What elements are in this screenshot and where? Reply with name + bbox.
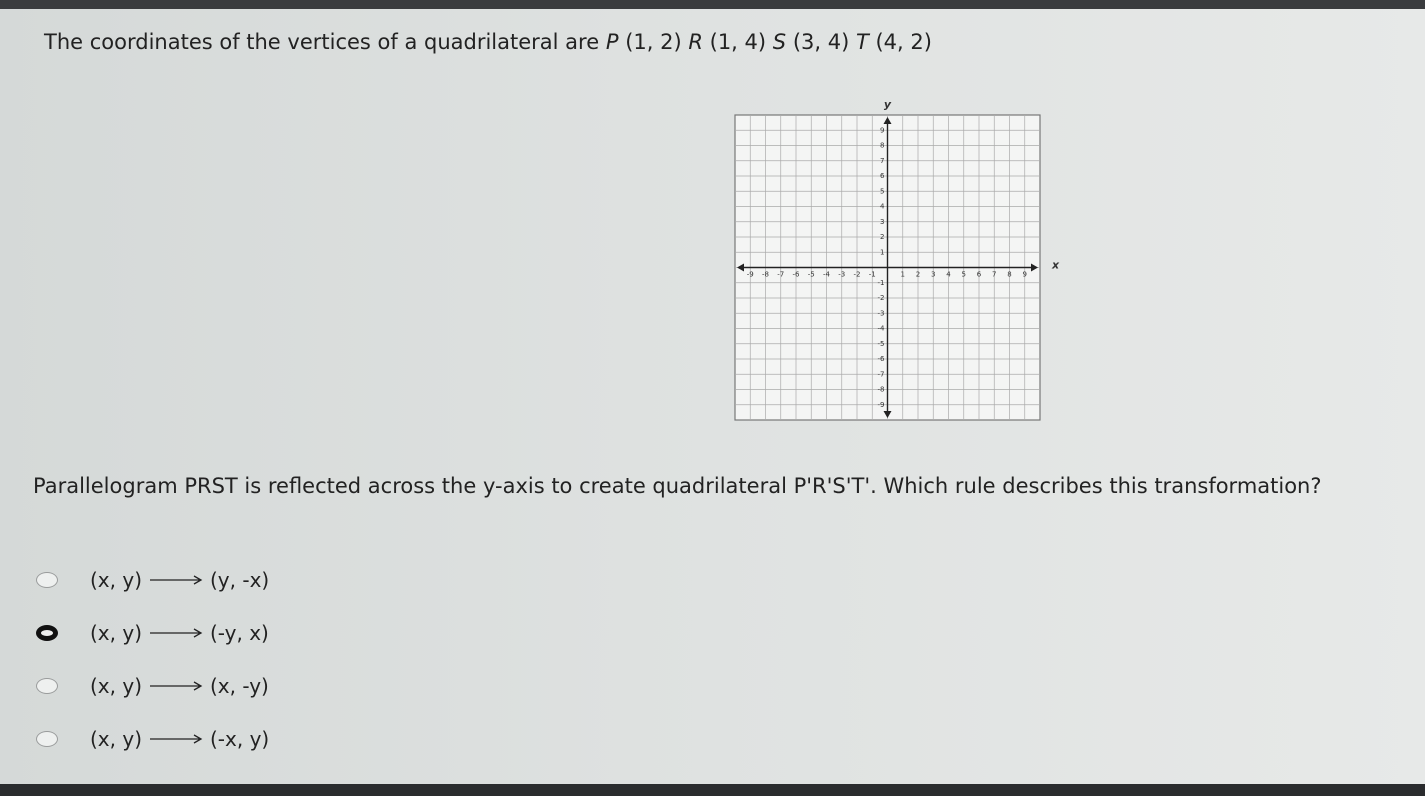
rule-to: (x, -y) <box>210 674 269 698</box>
x-axis-label: x <box>1051 259 1060 272</box>
y-tick-label: -7 <box>878 370 885 378</box>
x-tick-label: -6 <box>793 271 801 279</box>
question-intro: The coordinates of the vertices of a qua… <box>44 30 600 54</box>
separator-space <box>599 30 606 54</box>
rule-from: (x, y) <box>90 621 142 645</box>
radio-button[interactable] <box>36 572 58 588</box>
vertex-coords: (4, 2) <box>875 30 932 54</box>
coordinate-grid: x y -9 -8 -7 -6 -5 -4 -3 -2 -1 1 2 3 4 5 6 7 8 9 9 8 7 6 5 4 3 2 1 -1… <box>734 98 1060 421</box>
x-tick-label: 9 <box>1023 271 1027 279</box>
rule-from: (x, y) <box>90 727 142 751</box>
y-tick-label: 3 <box>880 218 884 226</box>
x-tick-label: 6 <box>977 271 982 279</box>
vertex-list: P (1, 2) R (1, 4) S (3, 4) T (4, 2) <box>599 30 932 54</box>
y-tick-label: -4 <box>878 325 886 333</box>
option[interactable]: (x, y) (-x, y) <box>36 724 269 754</box>
x-tick-label: -8 <box>762 271 769 279</box>
x-tick-label: -1 <box>869 271 876 279</box>
y-tick-label: -1 <box>878 279 885 287</box>
y-tick-label: -9 <box>878 401 885 409</box>
y-tick-label: -3 <box>878 309 885 317</box>
vertex-name: S <box>772 30 787 54</box>
y-tick-label: -6 <box>878 355 886 363</box>
vertex-name: R <box>688 30 703 54</box>
arrow-shape <box>150 628 203 638</box>
radio-button[interactable] <box>36 731 58 747</box>
arrow-shape <box>150 681 203 691</box>
rule-to: (-y, x) <box>210 621 269 645</box>
y-tick-label: 5 <box>880 187 884 195</box>
vertex-coords: (3, 4) <box>792 30 850 54</box>
x-tick-label: 4 <box>946 271 951 279</box>
y-tick-label: 1 <box>880 248 884 256</box>
arrow <box>150 681 203 691</box>
x-tick-label: -2 <box>854 271 861 279</box>
vertex-name: P <box>605 30 619 54</box>
rule-from: (x, y) <box>90 674 142 698</box>
x-tick-label: -4 <box>823 271 831 279</box>
y-tick-label: 6 <box>880 172 885 180</box>
x-tick-label: 3 <box>931 271 935 279</box>
space <box>786 30 793 54</box>
space <box>703 30 710 54</box>
radio-button[interactable] <box>36 625 58 641</box>
arrow-shape <box>150 575 203 585</box>
question-1: The coordinates of the vertices of a qua… <box>44 30 932 54</box>
top-bar <box>0 0 1425 9</box>
x-tick-label: -3 <box>838 271 845 279</box>
vertex-name: T <box>855 30 869 54</box>
radio-button[interactable] <box>36 678 58 694</box>
x-tick-label: 8 <box>1007 271 1011 279</box>
y-tick-label: 2 <box>880 233 884 241</box>
vertex-coords: (1, 4) <box>709 30 767 54</box>
arrow <box>150 628 203 638</box>
x-tick-label: -5 <box>808 271 815 279</box>
y-tick-label: 4 <box>880 203 885 211</box>
x-tick-label: 7 <box>992 271 996 279</box>
arrow <box>150 734 203 744</box>
option[interactable]: (x, y) (x, -y) <box>36 671 269 701</box>
y-tick-label: -8 <box>878 386 885 394</box>
option[interactable]: (x, y) (-y, x) <box>36 618 269 648</box>
y-tick-label: -5 <box>878 340 885 348</box>
y-axis-label: y <box>884 98 892 111</box>
arrow <box>150 575 203 585</box>
rule-to: (-x, y) <box>210 727 270 751</box>
y-tick-label: 9 <box>880 126 884 134</box>
rule-to: (y, -x) <box>210 568 270 592</box>
option[interactable]: (x, y) (y, -x) <box>36 565 269 595</box>
x-tick-label: 2 <box>916 271 920 279</box>
x-tick-label: 1 <box>901 271 905 279</box>
x-tick-label: -7 <box>777 271 784 279</box>
x-tick-label: 5 <box>962 271 966 279</box>
y-tick-label: -2 <box>878 294 885 302</box>
y-tick-label: 8 <box>880 142 884 150</box>
x-tick-label: -9 <box>747 271 754 279</box>
question-2: Parallelogram PRST is reflected across t… <box>33 474 1322 498</box>
arrow-shape <box>150 734 203 744</box>
rule-from: (x, y) <box>90 568 142 592</box>
vertex-coords: (1, 2) <box>625 30 682 54</box>
y-tick-label: 7 <box>880 157 884 165</box>
separator-space <box>849 30 856 54</box>
bottom-bar <box>0 784 1425 796</box>
separator-space <box>766 30 773 54</box>
